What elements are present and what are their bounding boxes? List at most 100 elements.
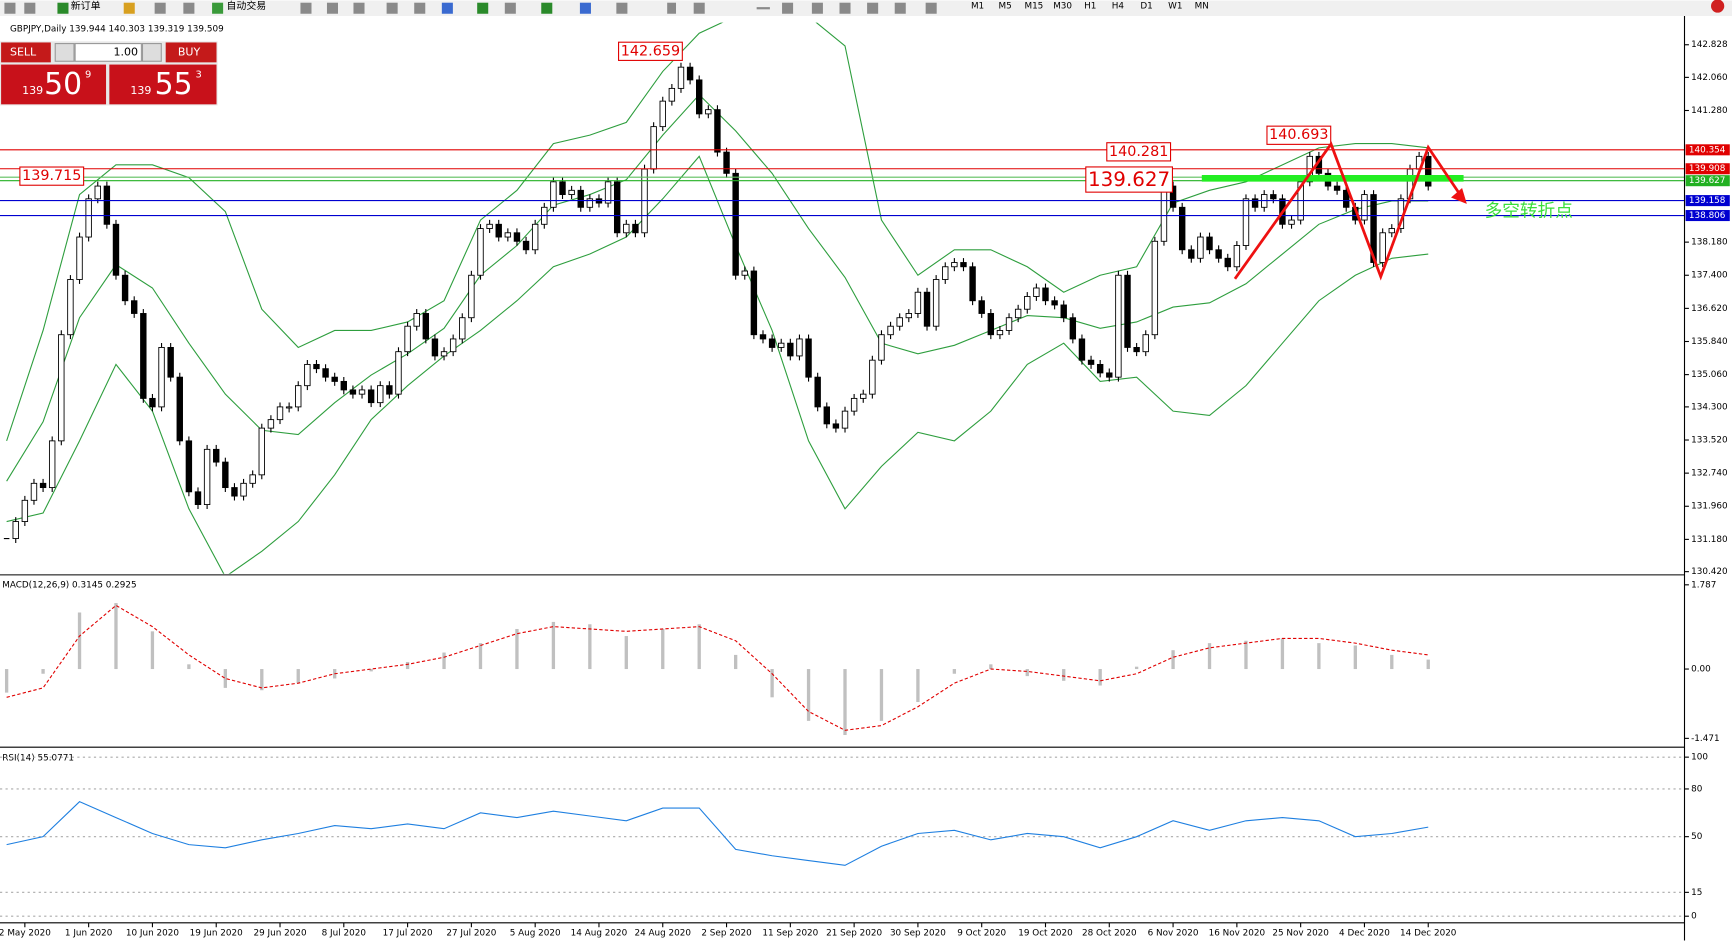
candle xyxy=(1151,240,1159,336)
chart-title: GBPJPY,Daily 139.944 140.303 139.319 139… xyxy=(10,25,224,35)
candle xyxy=(623,223,630,234)
y-tick-label: 15 xyxy=(1691,888,1702,898)
candle xyxy=(12,521,19,539)
sell-button[interactable]: SELL xyxy=(10,45,37,58)
candle xyxy=(203,448,211,506)
macd-title: MACD(12,26,9) 0.3145 0.2925 xyxy=(2,580,136,590)
timeframe-button[interactable]: H4 xyxy=(1112,2,1125,12)
candle xyxy=(1124,274,1131,348)
annotation: 142.659 xyxy=(621,43,680,59)
lots-input[interactable]: 1.00 xyxy=(114,45,139,58)
macd-bar xyxy=(114,603,118,670)
y-tick-label: 133.520 xyxy=(1691,436,1728,446)
candle xyxy=(568,189,575,196)
candle xyxy=(778,342,785,348)
candle xyxy=(249,474,256,484)
new-order[interactable]: 新订单 xyxy=(71,0,101,12)
x-tick-label: 17 Jul 2020 xyxy=(383,928,433,938)
toolbar xyxy=(0,0,1732,16)
price-tag-label: 139.627 xyxy=(1689,176,1726,186)
timeframe-button[interactable]: M30 xyxy=(1053,2,1072,12)
candle xyxy=(696,79,703,115)
timeframe-button[interactable]: W1 xyxy=(1168,2,1182,12)
candle xyxy=(1024,296,1031,310)
candle xyxy=(422,313,430,340)
candle xyxy=(1197,236,1204,259)
timeframe-button[interactable]: H1 xyxy=(1084,2,1096,12)
price-tag xyxy=(1685,175,1730,187)
macd-bar xyxy=(260,669,264,691)
x-tick-label: 27 Jul 2020 xyxy=(446,928,496,938)
x-tick-label: 5 Aug 2020 xyxy=(510,928,561,938)
candle xyxy=(395,351,402,395)
timeframe-button[interactable]: MN xyxy=(1195,2,1209,12)
y-tick-label: 135.060 xyxy=(1691,370,1728,380)
macd-bar xyxy=(879,669,884,721)
candle xyxy=(285,406,293,409)
macd-bar xyxy=(624,636,628,670)
candle xyxy=(504,232,512,238)
candle xyxy=(1224,257,1231,268)
x-tick-label: 11 Sep 2020 xyxy=(762,928,818,938)
candle xyxy=(140,313,147,399)
candle xyxy=(1042,287,1049,302)
price-tag xyxy=(1685,210,1730,222)
auto-trading[interactable]: 自动交易 xyxy=(226,0,266,12)
macd-bar xyxy=(989,664,993,670)
candle xyxy=(1096,363,1104,374)
macd-bar xyxy=(1171,650,1175,670)
x-tick-label: 19 Oct 2020 xyxy=(1018,928,1073,938)
candle xyxy=(94,185,101,200)
annotation-box xyxy=(1106,142,1172,162)
price-tag-label: 139.158 xyxy=(1689,196,1726,206)
timeframe-button[interactable]: M15 xyxy=(1024,2,1043,12)
candle xyxy=(386,385,393,395)
candle xyxy=(1215,249,1222,259)
y-tick-label: 0 xyxy=(1691,912,1697,922)
price-tag xyxy=(1685,144,1730,156)
annotation-box xyxy=(1085,166,1173,193)
annotation: 140.693 xyxy=(1269,127,1328,143)
candle xyxy=(1343,189,1350,208)
candle xyxy=(677,66,685,89)
candle xyxy=(1005,317,1013,331)
candle xyxy=(832,423,840,429)
buy-button[interactable]: BUY xyxy=(178,45,201,58)
x-tick-label: 10 Jun 2020 xyxy=(126,928,179,938)
candle xyxy=(176,376,183,442)
candle xyxy=(723,151,730,174)
candle xyxy=(513,232,521,242)
annotation-box xyxy=(19,166,85,186)
x-tick-label: 25 Nov 2020 xyxy=(1272,928,1329,938)
timeframe-button[interactable]: M1 xyxy=(971,2,984,12)
timeframe-button[interactable]: D1 xyxy=(1140,2,1152,12)
x-tick-label: 14 Dec 2020 xyxy=(1400,928,1457,938)
macd-bar xyxy=(1426,659,1430,670)
candle xyxy=(449,338,457,353)
candle xyxy=(1133,347,1140,353)
candle xyxy=(440,351,448,357)
candle xyxy=(58,334,65,442)
macd-bar xyxy=(478,643,483,670)
candle xyxy=(468,274,475,319)
candle xyxy=(632,223,639,234)
candle xyxy=(923,291,931,327)
candle xyxy=(459,317,466,340)
macd-bar xyxy=(1098,669,1102,686)
candle xyxy=(1206,236,1213,251)
macd-bar xyxy=(697,624,701,670)
bid-fraction: 9 xyxy=(85,70,91,81)
candle xyxy=(1069,317,1077,340)
timeframe-button[interactable]: M5 xyxy=(999,2,1012,12)
macd-bar xyxy=(150,631,155,670)
y-tick-label: 130.420 xyxy=(1691,567,1728,577)
candle xyxy=(1233,245,1241,268)
candle xyxy=(322,368,329,378)
y-tick-label: 137.400 xyxy=(1691,271,1728,281)
candle xyxy=(67,279,74,336)
x-tick-label: 24 Aug 2020 xyxy=(634,928,691,938)
candle xyxy=(413,313,420,327)
ask-big-figure: 139 xyxy=(130,84,151,97)
